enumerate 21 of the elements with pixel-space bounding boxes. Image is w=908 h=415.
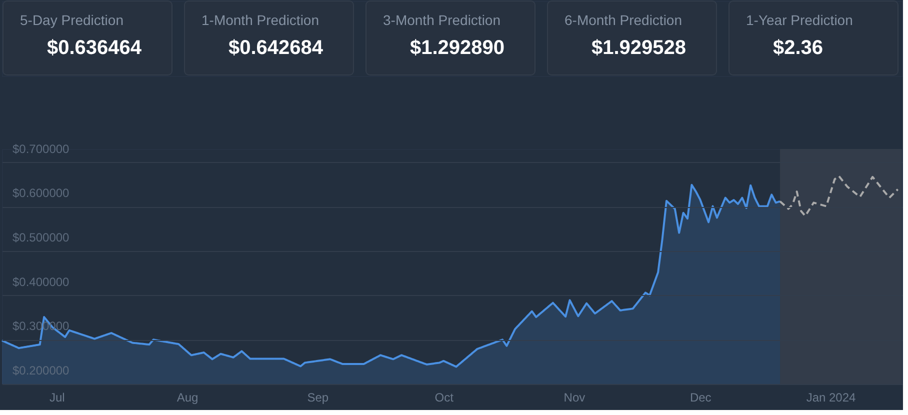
x-tick-label: Sep <box>307 390 329 404</box>
text: $0.642684 <box>228 37 324 59</box>
y-tick-label: $0.400000 <box>12 274 70 289</box>
x-tick-label: Aug <box>176 390 198 404</box>
x-tick-label: Jul <box>50 390 65 404</box>
y-tick-label: $0.500000 <box>12 230 70 244</box>
x-tick-label: Nov <box>564 390 586 404</box>
y-tick-label: $0.600000 <box>12 186 70 200</box>
x-tick-label: Jan 2024 <box>806 390 856 404</box>
text: $1.292890 <box>410 37 505 59</box>
x-tick-label: Dec <box>690 390 712 404</box>
text: 1-Month Prediction <box>202 12 320 28</box>
text: 3-Month Prediction <box>383 12 501 28</box>
x-tick-label: Oct <box>434 390 454 404</box>
y-tick-label: $0.700000 <box>12 142 70 156</box>
text: $0.636464 <box>47 37 142 59</box>
text: $1.929528 <box>592 37 686 59</box>
text: 5-Day Prediction <box>20 12 124 28</box>
text: 6-Month Prediction <box>564 12 682 28</box>
text: $2.36 <box>773 37 824 59</box>
text: 1-Year Prediction <box>746 12 853 28</box>
